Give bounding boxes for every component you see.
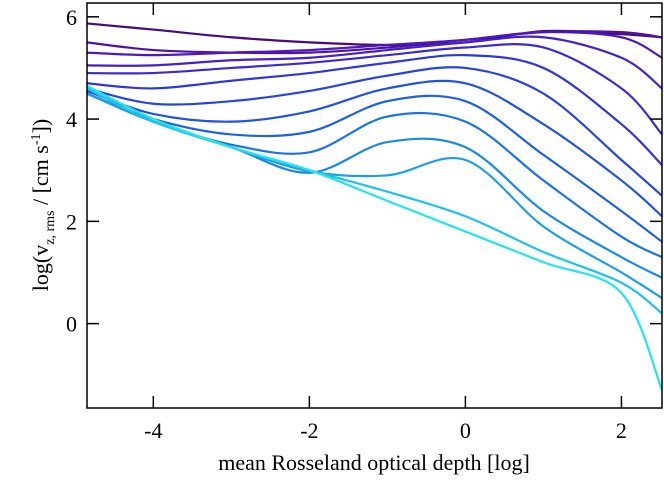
data-line bbox=[87, 84, 662, 391]
y-tick-label: 6 bbox=[66, 5, 77, 30]
data-line bbox=[87, 22, 662, 47]
y-label-sup: -1 bbox=[29, 133, 44, 145]
x-tick-label: 0 bbox=[460, 418, 471, 443]
data-line bbox=[87, 79, 662, 218]
y-tick-label: 2 bbox=[66, 209, 77, 234]
plot-frame bbox=[86, 2, 663, 409]
data-line bbox=[87, 92, 662, 243]
x-axis-label: mean Rosseland optical depth [log] bbox=[218, 450, 530, 475]
y-axis-label: log(vz, rms / [cm s-1]) bbox=[28, 119, 58, 291]
x-tick-label: -4 bbox=[144, 418, 162, 443]
x-tick-label: 2 bbox=[616, 418, 627, 443]
y-label-part: ]) bbox=[28, 119, 53, 134]
y-tick-label: 0 bbox=[66, 312, 77, 337]
y-label-part: / [cm s bbox=[28, 145, 53, 210]
data-line bbox=[87, 87, 662, 315]
y-label-sub: z, rms bbox=[43, 211, 58, 245]
data-line bbox=[87, 66, 662, 197]
data-line bbox=[87, 30, 662, 55]
data-line bbox=[87, 53, 662, 166]
x-tick-label: -2 bbox=[300, 418, 318, 443]
y-tick-label: 4 bbox=[66, 107, 77, 132]
data-line bbox=[87, 30, 662, 59]
data-line bbox=[87, 43, 662, 136]
y-label-part: log(v bbox=[28, 245, 53, 291]
data-line bbox=[87, 35, 662, 90]
